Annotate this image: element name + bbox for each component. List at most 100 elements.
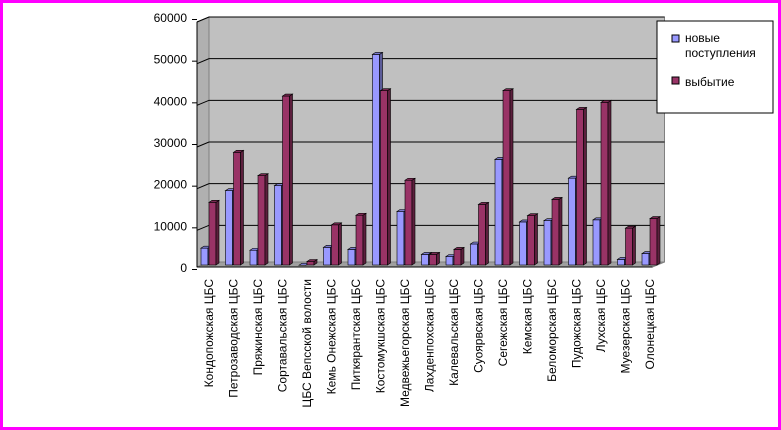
legend-swatch <box>671 76 680 85</box>
bar-disposals <box>208 199 220 266</box>
bar-front <box>600 102 609 266</box>
bar-front <box>519 221 527 266</box>
x-category-label: Сортавальская ЦБС <box>276 279 290 393</box>
bar-disposals <box>477 201 490 266</box>
bar-front <box>478 204 486 266</box>
bar-disposals <box>232 149 245 266</box>
bar-side <box>485 201 489 266</box>
bar-disposals <box>379 88 392 266</box>
bar-disposals <box>502 88 514 266</box>
bar-front <box>355 214 364 266</box>
y-tick-label: 50000 <box>154 53 188 67</box>
bar-disposals <box>428 251 441 266</box>
x-category-label: Кемь Онежская ЦБС <box>325 279 339 395</box>
bar-front <box>568 177 576 266</box>
bar-front <box>576 109 584 266</box>
x-category-label: Костомукшская ЦБС <box>374 279 388 394</box>
bar-front <box>225 190 233 266</box>
bar-top <box>232 150 245 153</box>
bar-front <box>649 218 658 266</box>
y-tick-label: 60000 <box>154 11 188 25</box>
bar-top <box>404 177 416 181</box>
bar-front <box>257 175 266 266</box>
bar-top <box>330 222 343 226</box>
x-category-label: Муезерская ЦБС <box>619 279 633 374</box>
bar-front <box>233 152 241 266</box>
bar-top <box>379 88 392 91</box>
bar-front <box>306 261 315 266</box>
bar-side <box>460 246 465 266</box>
bar-side <box>338 222 342 266</box>
bar-side <box>289 93 293 266</box>
bar-side <box>509 88 514 266</box>
x-category-label: Олонецкая ЦБС <box>643 279 657 370</box>
bar-front <box>274 185 282 266</box>
bar-front <box>429 254 437 266</box>
bar-side <box>656 216 661 266</box>
bar-front <box>421 254 429 266</box>
legend-label: выбытие <box>685 75 735 89</box>
bar-side <box>411 177 416 266</box>
x-axis-labels: Кондопожская ЦБС Петрозаводская ЦБС Пряжин… <box>202 279 657 408</box>
bar-front <box>617 259 625 266</box>
bar-top <box>477 202 490 205</box>
bar-top <box>428 252 441 255</box>
bar-side <box>240 149 244 266</box>
bar-top <box>453 247 465 250</box>
bar-disposals <box>649 216 661 266</box>
y-tick-label: 40000 <box>154 94 188 108</box>
bar-front <box>502 90 511 266</box>
bar-front <box>372 54 380 266</box>
bar-top <box>624 225 637 229</box>
bar-front <box>543 220 552 266</box>
bar-front <box>380 90 388 266</box>
bar-disposals <box>306 258 318 266</box>
bar-front <box>404 179 413 266</box>
bar-disposals <box>526 213 539 266</box>
bar-top <box>208 200 220 203</box>
x-category-label: Беломорская ЦБС <box>545 279 559 382</box>
bar-disposals <box>600 99 612 266</box>
bar-disposals <box>453 246 465 266</box>
bar-front <box>200 247 209 266</box>
bar-front <box>641 253 650 266</box>
bar-front <box>282 95 290 266</box>
bar-front <box>249 249 258 266</box>
bar-top <box>551 197 563 200</box>
bar-disposals <box>551 196 563 266</box>
bar-side <box>362 212 367 266</box>
bar-front <box>347 249 356 266</box>
bar-side <box>632 225 636 266</box>
bar-top <box>257 173 269 176</box>
bar-front <box>331 224 339 266</box>
bar-front <box>470 243 478 266</box>
legend-label: новые поступления <box>685 31 756 60</box>
bar-side <box>264 173 269 266</box>
bar-disposals <box>575 106 588 266</box>
bar-side <box>558 196 563 266</box>
bar-side <box>583 106 587 266</box>
bar-top <box>502 88 514 91</box>
x-category-label: Лухская ЦБС <box>594 279 608 353</box>
bar-disposals <box>330 222 343 266</box>
x-category-label: Кемская ЦБС <box>521 279 535 355</box>
x-category-label: Сегежская ЦБС <box>496 279 510 367</box>
bar-top <box>371 52 384 55</box>
x-category-label: Кондопожская ЦБС <box>202 279 216 388</box>
x-category-label: ЦБС Вепсской волости <box>300 279 314 408</box>
bar-front <box>396 211 405 266</box>
x-category-label: Суоярвская ЦБС <box>472 279 486 373</box>
bar-side <box>607 99 612 266</box>
bar-top <box>281 93 294 97</box>
x-category-label: Калевальская ЦБС <box>447 279 461 386</box>
bar-disposals <box>404 177 416 266</box>
bar-disposals <box>281 93 294 266</box>
legend: новые поступления выбытие <box>656 20 774 114</box>
bar-top <box>600 100 612 103</box>
bar-front <box>592 219 601 266</box>
bar-side <box>215 199 220 266</box>
bar-front <box>208 202 217 266</box>
bar-front <box>494 159 503 266</box>
y-axis-ticks: 0 10000 20000 30000 40000 50000 60000 <box>154 11 653 275</box>
